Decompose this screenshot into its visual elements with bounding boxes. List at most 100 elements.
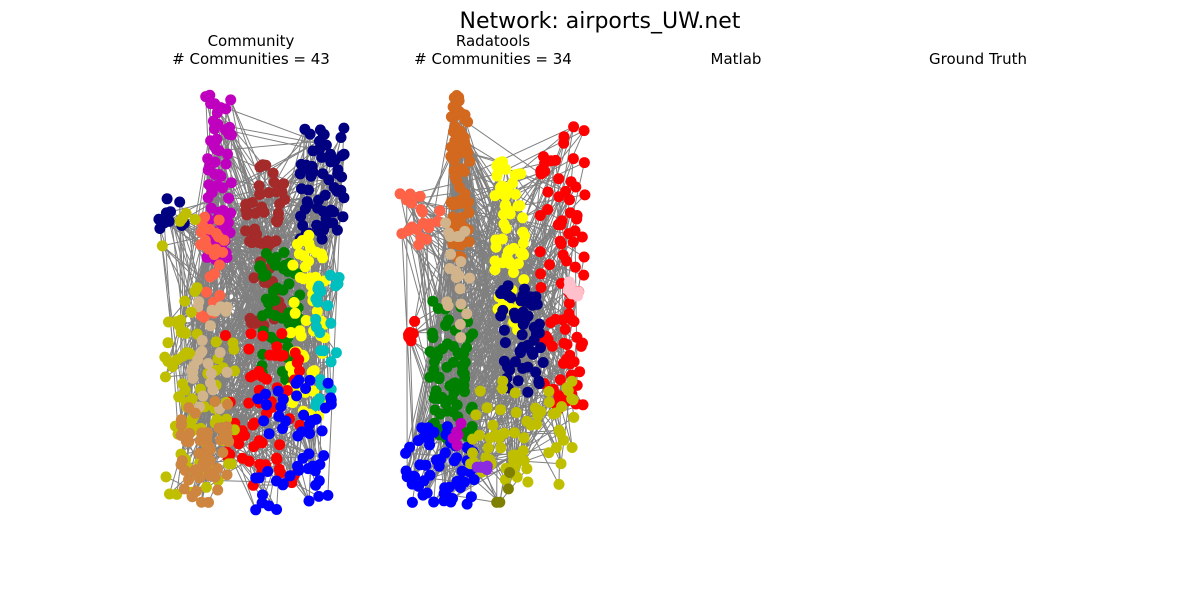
network-node xyxy=(464,272,476,284)
network-node xyxy=(277,349,289,361)
network-node xyxy=(455,239,467,251)
panel-title-matlab: Matlab xyxy=(616,50,856,68)
network-node xyxy=(266,237,278,249)
network-node xyxy=(243,397,255,409)
network-node xyxy=(243,343,255,355)
network-node xyxy=(217,182,228,194)
network-node xyxy=(243,455,255,467)
network-node xyxy=(447,101,459,113)
network-node xyxy=(278,247,290,258)
network-node xyxy=(561,339,573,350)
network-node xyxy=(153,213,165,225)
network-node xyxy=(271,282,283,294)
network-node xyxy=(577,399,589,411)
network-node xyxy=(183,436,195,448)
network-node xyxy=(443,314,454,326)
network-node xyxy=(508,267,519,278)
network-node xyxy=(566,442,578,453)
network-node xyxy=(579,189,591,201)
network-node xyxy=(178,483,190,495)
network-node xyxy=(558,137,570,149)
network-node xyxy=(245,317,257,329)
network-node xyxy=(502,361,513,373)
network-node xyxy=(545,317,557,329)
network-node xyxy=(421,233,432,245)
network-node xyxy=(197,390,209,402)
network-node xyxy=(555,458,567,470)
network-node xyxy=(519,230,531,242)
network-node xyxy=(258,206,270,218)
network-node xyxy=(306,165,318,177)
network-node xyxy=(454,318,466,330)
network-node xyxy=(450,150,462,162)
network-node xyxy=(510,407,522,418)
network-plot-community xyxy=(153,89,350,516)
network-node xyxy=(335,132,347,143)
network-node xyxy=(256,497,268,509)
network-node xyxy=(221,366,233,378)
panel-name: Community xyxy=(207,32,295,50)
network-node xyxy=(292,430,304,442)
network-node xyxy=(430,454,442,466)
network-node xyxy=(248,272,260,284)
network-node xyxy=(467,447,478,459)
network-node xyxy=(289,307,301,319)
network-node xyxy=(423,222,435,234)
network-node xyxy=(310,246,322,258)
network-node xyxy=(512,258,524,270)
network-node xyxy=(209,396,221,407)
network-node xyxy=(319,402,331,414)
network-node xyxy=(204,320,216,332)
network-node xyxy=(299,261,311,273)
network-node xyxy=(454,230,466,242)
network-node xyxy=(195,347,207,359)
network-node xyxy=(167,361,179,373)
network-node xyxy=(325,356,337,368)
network-node xyxy=(325,394,337,406)
network-node xyxy=(501,183,513,195)
network-node xyxy=(572,290,584,302)
network-node xyxy=(481,402,493,414)
network-node xyxy=(159,351,171,363)
network-node xyxy=(324,269,336,281)
network-node xyxy=(557,249,569,261)
network-node xyxy=(455,298,467,310)
network-node xyxy=(507,449,519,461)
network-node xyxy=(214,347,226,358)
network-node xyxy=(274,439,286,451)
network-node xyxy=(482,442,494,454)
network-node xyxy=(338,122,350,134)
network-node xyxy=(401,194,413,206)
network-node xyxy=(463,236,475,248)
network-node xyxy=(330,280,342,292)
network-node xyxy=(327,217,339,229)
network-node xyxy=(294,168,306,180)
network-node xyxy=(470,409,482,421)
network-node xyxy=(454,283,466,295)
network-node xyxy=(489,190,501,202)
network-node xyxy=(304,128,316,140)
network-node xyxy=(437,343,448,355)
network-node xyxy=(201,443,213,455)
network-node xyxy=(499,337,511,349)
network-node xyxy=(571,213,583,225)
node-group xyxy=(394,90,591,510)
network-node xyxy=(468,474,480,486)
network-node xyxy=(512,375,524,387)
network-node xyxy=(176,455,188,467)
network-node xyxy=(258,415,270,427)
network-node xyxy=(542,186,554,198)
network-node xyxy=(217,447,229,458)
network-node xyxy=(257,159,269,171)
network-node xyxy=(440,217,452,229)
network-node xyxy=(285,327,297,338)
network-node xyxy=(537,357,549,368)
network-node xyxy=(330,347,342,359)
network-node xyxy=(458,347,470,359)
network-node xyxy=(445,248,457,260)
network-node xyxy=(294,325,306,337)
network-node xyxy=(459,109,471,121)
network-node xyxy=(444,263,456,274)
network-node xyxy=(318,220,330,232)
network-node xyxy=(296,183,307,195)
